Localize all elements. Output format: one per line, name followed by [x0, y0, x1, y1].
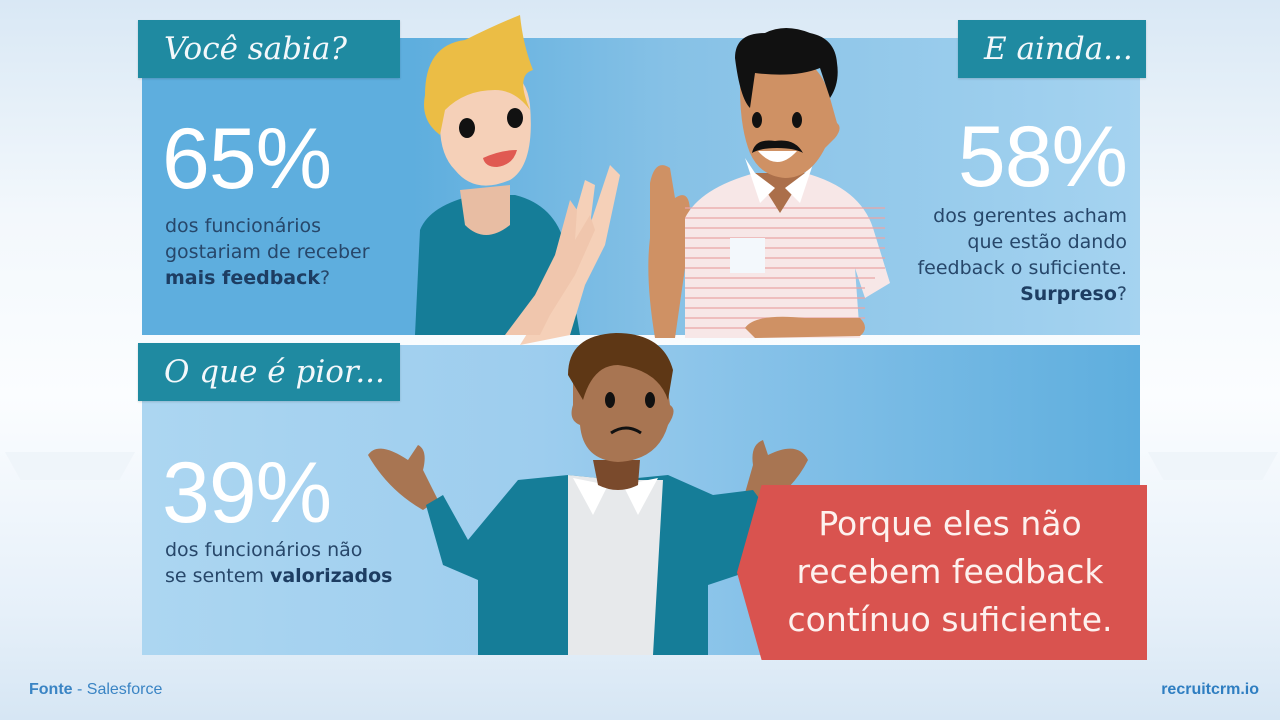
heading-e-ainda: E ainda... [958, 20, 1146, 78]
source-credit: Fonte - Salesforce [29, 681, 163, 698]
man-with-mustache-waving-illustration [648, 28, 890, 338]
stat-description-3: dos funcionários não se sentem valorizad… [165, 537, 392, 589]
callout-line: recebem feedback [796, 552, 1104, 591]
stat-percent-39: 39% [162, 445, 332, 541]
stat-line: gostariam de receber [165, 241, 370, 263]
man-shrugging-illustration [368, 333, 808, 655]
callout-text: Porque eles não recebem feedback contínu… [760, 500, 1140, 644]
stat-emphasis: mais feedback [165, 267, 321, 289]
stat-line: se sentem valorizados [165, 565, 393, 587]
brand-link[interactable]: recruitcrm.io [1161, 681, 1259, 698]
stat-emphasis: valorizados [269, 565, 393, 587]
stat-line: feedback o suficiente. [917, 257, 1127, 279]
heading-voce-sabia: Você sabia? [138, 20, 400, 78]
stat-emphasis: Surpreso [1020, 283, 1117, 305]
stat-line: dos gerentes acham [933, 205, 1127, 227]
background-decoration-right [1148, 452, 1278, 480]
stat-line: que estão dando [967, 231, 1127, 253]
blond-woman-clapping-illustration [415, 15, 620, 345]
panel-top-left [142, 38, 412, 335]
heading-o-que-e-pior: O que é pior... [138, 343, 400, 401]
stat-line: mais feedback? [165, 267, 331, 289]
callout-line: Porque eles não [818, 504, 1082, 543]
stat-line: dos funcionários [165, 215, 322, 237]
stat-description-2: dos gerentes acham que estão dando feedb… [917, 203, 1127, 307]
stat-description-1: dos funcionários gostariam de receber ma… [165, 213, 370, 291]
stat-line: Surpreso? [1020, 283, 1127, 305]
stat-line: dos funcionários não [165, 539, 363, 561]
stat-percent-65: 65% [162, 111, 332, 207]
stat-percent-58: 58% [957, 109, 1128, 205]
source-name: Salesforce [86, 681, 163, 698]
source-label: Fonte [29, 681, 73, 698]
background-decoration-left [5, 452, 135, 480]
callout-line: contínuo suficiente. [787, 600, 1113, 639]
callout-banner [737, 485, 1147, 660]
